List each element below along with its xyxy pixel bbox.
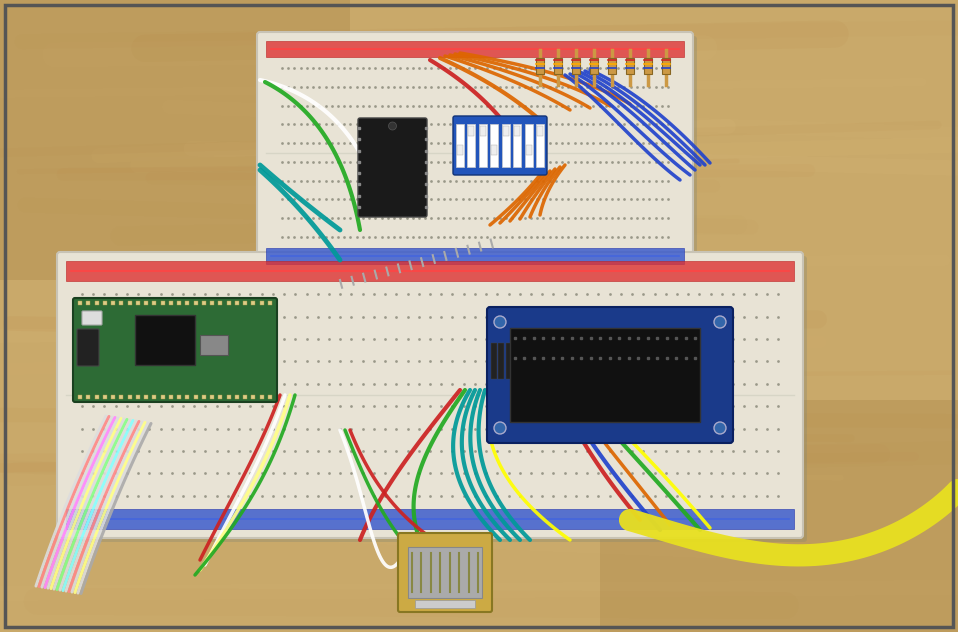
Bar — [490, 124, 498, 167]
Bar — [135, 315, 195, 365]
Bar — [528, 343, 535, 379]
Bar — [521, 343, 527, 379]
FancyBboxPatch shape — [453, 116, 547, 175]
Bar — [468, 126, 474, 136]
Bar — [644, 58, 652, 74]
Bar — [457, 145, 463, 155]
Bar — [0, 0, 350, 280]
FancyBboxPatch shape — [398, 533, 492, 612]
Bar — [510, 328, 700, 422]
FancyBboxPatch shape — [487, 307, 733, 443]
Bar — [608, 58, 616, 74]
Bar — [415, 600, 475, 608]
Bar — [266, 41, 684, 58]
FancyBboxPatch shape — [358, 118, 427, 217]
Bar — [266, 248, 684, 264]
Bar — [514, 126, 520, 136]
Bar — [537, 126, 543, 136]
Bar — [554, 58, 562, 74]
Bar — [66, 261, 794, 281]
FancyBboxPatch shape — [77, 329, 99, 366]
Bar — [479, 124, 487, 167]
FancyBboxPatch shape — [73, 298, 277, 402]
Bar — [513, 124, 521, 167]
Bar — [513, 343, 519, 379]
Bar — [66, 509, 794, 529]
Bar — [536, 58, 544, 74]
Bar — [551, 343, 557, 379]
Bar — [491, 145, 497, 155]
FancyBboxPatch shape — [257, 32, 693, 273]
Bar — [468, 124, 475, 167]
Bar — [490, 340, 565, 382]
Bar — [506, 343, 512, 379]
Bar — [662, 58, 670, 74]
Bar — [200, 335, 228, 355]
Bar — [536, 343, 541, 379]
Circle shape — [494, 316, 506, 328]
Bar — [408, 547, 482, 598]
Circle shape — [494, 422, 506, 434]
Circle shape — [714, 316, 726, 328]
Bar — [626, 58, 634, 74]
Bar — [590, 58, 598, 74]
Bar — [503, 126, 509, 136]
Bar — [543, 343, 549, 379]
Bar — [498, 343, 505, 379]
FancyBboxPatch shape — [57, 252, 803, 538]
Bar — [558, 343, 564, 379]
Bar — [480, 126, 486, 136]
Bar — [525, 124, 533, 167]
Bar — [491, 343, 497, 379]
Circle shape — [714, 422, 726, 434]
Bar — [536, 124, 544, 167]
Bar — [502, 124, 510, 167]
Bar — [572, 58, 580, 74]
Bar — [456, 124, 464, 167]
Bar — [526, 145, 532, 155]
FancyBboxPatch shape — [82, 311, 102, 325]
FancyBboxPatch shape — [261, 36, 697, 277]
FancyBboxPatch shape — [61, 256, 807, 542]
Bar — [600, 400, 958, 632]
Circle shape — [389, 122, 397, 130]
